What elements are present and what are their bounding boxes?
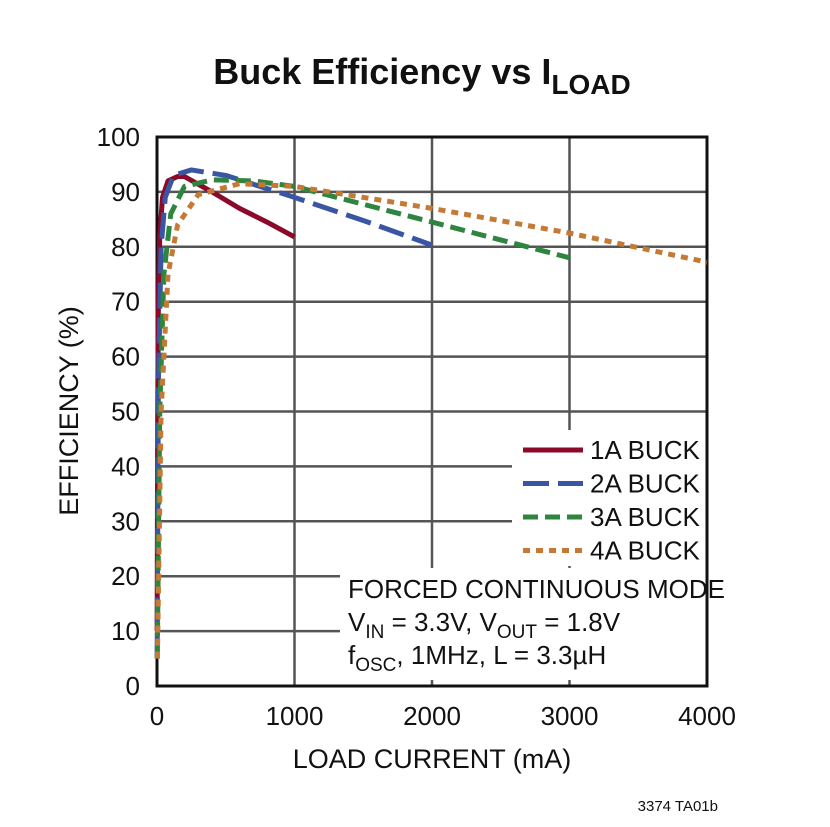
- legend-label: 4A BUCK: [590, 536, 700, 566]
- legend-label: 3A BUCK: [590, 502, 700, 532]
- y-tick-label: 0: [126, 671, 140, 701]
- x-axis-label: LOAD CURRENT (mA): [293, 744, 572, 774]
- y-tick-label: 10: [111, 616, 140, 646]
- series-line-3: [154, 177, 571, 659]
- y-tick-label: 50: [111, 397, 140, 427]
- y-tick-label: 70: [111, 287, 140, 317]
- annotation-background: [340, 568, 708, 680]
- y-tick-label: 60: [111, 342, 140, 372]
- legend-label: 2A BUCK: [590, 469, 700, 499]
- series-line-1: [154, 174, 296, 632]
- y-axis-label: EFFICIENCY (%): [54, 306, 84, 516]
- series-line-4: [154, 181, 708, 659]
- y-tick-label: 90: [111, 177, 140, 207]
- series-line-2: [154, 167, 433, 659]
- annotation-line: fOSC, 1MHz, L = 3.3µH: [348, 640, 606, 676]
- y-tick-label: 30: [111, 506, 140, 536]
- x-tick-label: 1000: [266, 701, 324, 731]
- y-tick-label: 80: [111, 232, 140, 262]
- annotation-line: VIN = 3.3V, VOUT = 1.8V: [348, 607, 621, 643]
- chart-title: Buck Efficiency vs ILOAD: [213, 51, 630, 100]
- x-tick-label: 0: [150, 701, 164, 731]
- legend-label: 1A BUCK: [590, 435, 700, 465]
- footnote: 3374 TA01b: [638, 798, 718, 815]
- y-tick-label: 20: [111, 561, 140, 591]
- y-tick-label: 40: [111, 451, 140, 481]
- legend-background: [512, 430, 708, 566]
- y-tick-label: 100: [97, 122, 140, 152]
- x-tick-label: 3000: [541, 701, 599, 731]
- x-tick-label: 4000: [678, 701, 736, 731]
- x-tick-label: 2000: [403, 701, 461, 731]
- annotation-line: FORCED CONTINUOUS MODE: [348, 574, 725, 604]
